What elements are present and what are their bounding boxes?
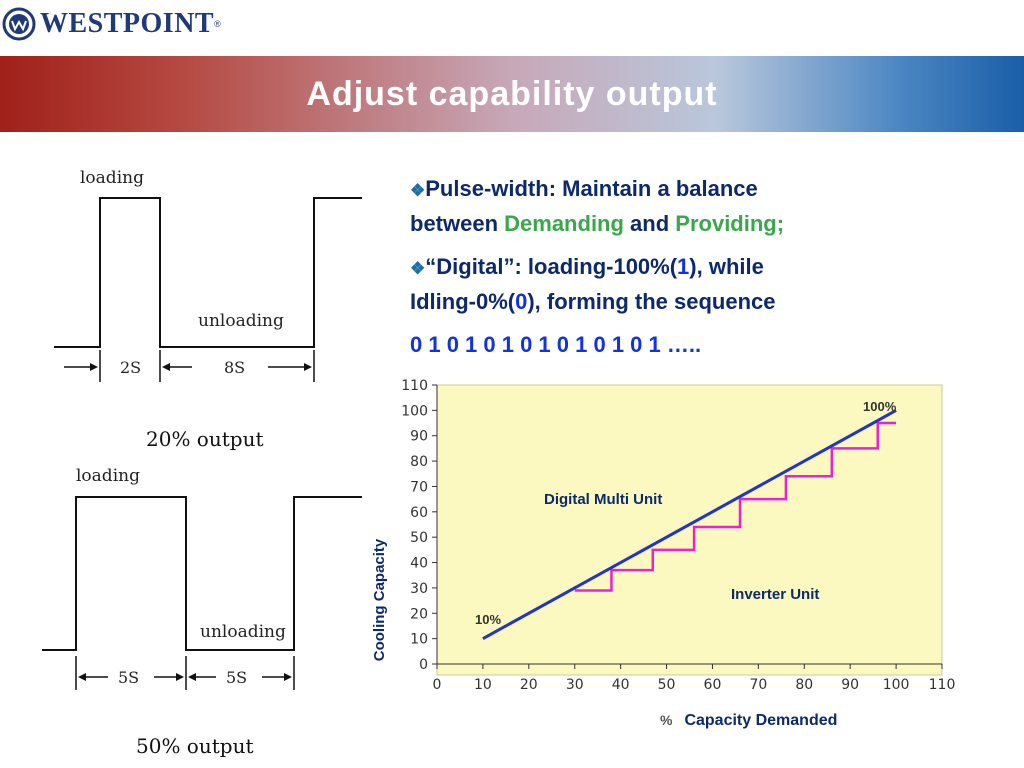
bullet-2-line1-suffix: ), while [689, 254, 764, 279]
x-tick-label: 40 [612, 677, 630, 693]
x-tick-label: 80 [795, 677, 813, 693]
page-title: Adjust capability output [306, 75, 718, 113]
annotation-digital-multi-unit: Digital Multi Unit [544, 491, 662, 508]
waveform-panel: loading unloading 2S 8S 20% output loadi… [32, 150, 362, 765]
capacity-chart-svg: 0 10 20 30 40 50 60 70 80 90 100 110 0 10 20 30 40 50 60 7… [371, 378, 956, 693]
arrowhead-2d [284, 673, 292, 681]
loading-label-2: loading [76, 466, 140, 486]
y-tick-label: 50 [410, 530, 428, 546]
logo-wordmark: WESTPOINT [40, 8, 215, 39]
x-axis-title-text: Capacity Demanded [684, 712, 838, 729]
logo-registered-mark: ® [214, 19, 221, 29]
y-tick-label: 100 [401, 403, 428, 419]
x-tick-label: 90 [841, 677, 859, 693]
x-axis-title: % Capacity Demanded [660, 712, 837, 730]
output-label-1: 20% output [146, 427, 264, 451]
zero-value: 0 [515, 289, 528, 314]
x-tick-label: 10 [474, 677, 492, 693]
waveform-20-percent: loading unloading 2S 8S 20% output [54, 168, 362, 451]
x-tick-label: 100 [883, 677, 910, 693]
annotation-100-percent: 100% [863, 399, 897, 414]
arrowhead-1a [90, 363, 98, 371]
one-value: 1 [677, 254, 690, 279]
capacity-chart: 0 10 20 30 40 50 60 70 80 90 100 110 0 10 20 30 40 50 60 7… [365, 375, 1005, 735]
bullet-2-line2-suffix: ), forming the sequence [527, 289, 776, 314]
title-bar: Adjust capability output [0, 56, 1024, 132]
on-time-label-2: 5S [118, 668, 139, 687]
y-tick-label: 70 [410, 479, 428, 495]
arrowhead-1b [162, 363, 170, 371]
inverter-unit-line [482, 409, 897, 640]
bullet-pulse-width: ❖Pulse-width: Maintain a balance between… [410, 172, 1010, 240]
bullet-1-line2-prefix: between [410, 211, 505, 236]
y-tick-label: 60 [410, 505, 428, 521]
arrowhead-1c [304, 363, 312, 371]
on-time-label-1: 2S [120, 358, 141, 377]
waveform-50-percent: loading unloading 5S 5S 50% output [42, 466, 362, 758]
x-tick-label: 50 [658, 677, 676, 693]
bullet-list: ❖Pulse-width: Maintain a balance between… [410, 172, 1010, 361]
and-text: and [623, 211, 676, 236]
bullet-2-line1-prefix: “Digital”: loading-100%( [425, 254, 678, 279]
annotation-inverter-unit: Inverter Unit [731, 586, 819, 603]
logo-emblem-icon [2, 7, 36, 41]
x-tick-label: 110 [929, 677, 956, 693]
pulse-50-line [42, 496, 362, 651]
x-tick-label: 60 [704, 677, 722, 693]
y-tick-label: 10 [410, 632, 428, 648]
waveform-diagram: loading unloading 2S 8S 20% output loadi… [42, 168, 362, 758]
unloading-label-1: unloading [198, 311, 284, 331]
demanding-text: Demanding [504, 211, 624, 236]
y-axis-title: Cooling Capacity [371, 538, 388, 661]
x-tick-label: 30 [566, 677, 584, 693]
diamond-bullet-icon: ❖ [410, 259, 426, 278]
off-time-label-1: 8S [224, 358, 245, 377]
y-tick-label: 0 [419, 657, 428, 673]
off-time-label-2: 5S [226, 668, 247, 687]
output-label-2: 50% output [136, 734, 254, 758]
providing-text: Providing; [675, 211, 785, 236]
bullet-digital: ❖“Digital”: loading-100%(1), while Idlin… [410, 250, 1010, 318]
arrowhead-2b [176, 673, 184, 681]
digital-multi-unit-step-line [574, 421, 897, 592]
y-tick-label: 110 [401, 378, 428, 394]
westpoint-logo: WESTPOINT ® [2, 2, 221, 46]
y-tick-label: 30 [410, 581, 428, 597]
loading-label-1: loading [80, 168, 144, 188]
x-tick-label: 0 [433, 677, 442, 693]
y-tick-label: 40 [410, 556, 428, 572]
y-tick-label: 90 [410, 429, 428, 445]
x-tick-label: 70 [749, 677, 767, 693]
binary-sequence: 0 1 0 1 0 1 0 1 0 1 0 1 0 1 ….. [410, 332, 702, 357]
diamond-bullet-icon: ❖ [410, 181, 426, 200]
y-tick-label: 20 [410, 606, 428, 622]
x-tick-label: 20 [520, 677, 538, 693]
bullet-1-line1: Pulse-width: Maintain a balance [425, 176, 758, 201]
pulse-20-line [54, 197, 362, 348]
bullet-2-line2-prefix: Idling-0%( [410, 289, 516, 314]
annotation-10-percent: 10% [475, 612, 501, 627]
arrowhead-2a [78, 673, 86, 681]
y-tick-label: 80 [410, 454, 428, 470]
arrowhead-2c [188, 673, 196, 681]
x-axis-percent-sign: % [660, 712, 673, 728]
unloading-label-2: unloading [200, 622, 286, 642]
